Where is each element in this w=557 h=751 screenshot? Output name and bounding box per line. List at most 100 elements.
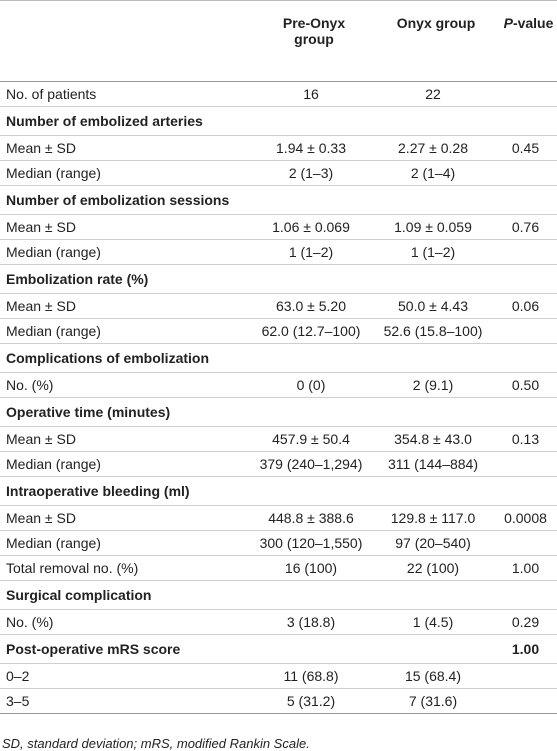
data-row: Median (range) 1 (1–2) 1 (1–2): [0, 239, 557, 265]
section-label: Embolization rate (%): [0, 264, 494, 294]
row-label: Mean ± SD: [0, 135, 250, 161]
data-table: Pre-Onyx group Onyx group P-value No. of…: [0, 0, 557, 714]
cell-value: 0.50: [494, 372, 557, 398]
cell-value: 0 (0): [250, 372, 372, 398]
footnote: SD, standard deviation; mRS, modified Ra…: [2, 736, 310, 751]
col-header: P-value: [494, 0, 557, 82]
col-header: Onyx group: [372, 0, 494, 82]
row-label: No. of patients: [0, 81, 250, 107]
section-label: Surgical complication: [0, 580, 494, 610]
section-label: Post-operative mRS score: [0, 634, 494, 664]
row-label: Median (range): [0, 530, 250, 556]
row-label: No. (%): [0, 372, 250, 398]
data-row: Mean ± SD 457.9 ± 50.4 354.8 ± 43.0 0.13: [0, 426, 557, 452]
data-row: No. (%) 0 (0) 2 (9.1) 0.50: [0, 372, 557, 398]
row-label: Total removal no. (%): [0, 555, 250, 581]
row-label: No. (%): [0, 609, 250, 635]
cell-value: 0.13: [494, 426, 557, 452]
row-label: Median (range): [0, 239, 250, 265]
cell-value: 50.0 ± 4.43: [372, 293, 494, 319]
cell-value: 1 (4.5): [372, 609, 494, 635]
row-label: 3–5: [0, 688, 250, 714]
section-row: Intraoperative bleeding (ml): [0, 476, 557, 506]
empty-cell: [494, 343, 557, 373]
cell-value: 0.06: [494, 293, 557, 319]
data-row: 3–5 5 (31.2) 7 (31.6): [0, 688, 557, 714]
row-label: Median (range): [0, 451, 250, 477]
table-body: No. of patients 16 22 Number of embolized a…: [0, 81, 557, 714]
empty-cell: [494, 239, 557, 265]
empty-cell: [494, 318, 557, 344]
cell-value: 129.8 ± 117.0: [372, 505, 494, 531]
table-header: Pre-Onyx group Onyx group P-value: [0, 0, 557, 82]
empty-cell: [494, 580, 557, 610]
section-label: Number of embolization sessions: [0, 185, 494, 215]
cell-value: 0.45: [494, 135, 557, 161]
section-label: Operative time (minutes): [0, 397, 494, 427]
row-label: 0–2: [0, 663, 250, 689]
data-row: No. of patients 16 22: [0, 81, 557, 107]
empty-cell: [494, 160, 557, 186]
data-row: Median (range) 2 (1–3) 2 (1–4): [0, 160, 557, 186]
cell-value: 448.8 ± 388.6: [250, 505, 372, 531]
section-label: Number of embolized arteries: [0, 106, 494, 136]
cell-value: 22: [372, 81, 494, 107]
cell-value: 1 (1–2): [250, 239, 372, 265]
empty-cell: [494, 451, 557, 477]
row-label: Mean ± SD: [0, 214, 250, 240]
empty-cell: [494, 397, 557, 427]
row-label: Median (range): [0, 318, 250, 344]
data-row: Median (range) 379 (240–1,294) 311 (144–88…: [0, 451, 557, 477]
cell-value: 1.94 ± 0.33: [250, 135, 372, 161]
section-row: Embolization rate (%): [0, 264, 557, 294]
data-row: Mean ± SD 1.94 ± 0.33 2.27 ± 0.28 0.45: [0, 135, 557, 161]
row-label: Mean ± SD: [0, 426, 250, 452]
data-row: Median (range) 300 (120–1,550) 97 (20–540): [0, 530, 557, 556]
section-row: Complications of embolization: [0, 343, 557, 373]
section-row: Surgical complication: [0, 580, 557, 610]
cell-value: 7 (31.6): [372, 688, 494, 714]
cell-value: 2 (1–3): [250, 160, 372, 186]
cell-value: 5 (31.2): [250, 688, 372, 714]
cell-value: 0.76: [494, 214, 557, 240]
section-row: Number of embolized arteries: [0, 106, 557, 136]
cell-value: 2 (1–4): [372, 160, 494, 186]
cell-value: 457.9 ± 50.4: [250, 426, 372, 452]
header-blank: [0, 0, 250, 82]
cell-value: 311 (144–884): [372, 451, 494, 477]
cell-value: 11 (68.8): [250, 663, 372, 689]
empty-cell: [494, 185, 557, 215]
section-row: Number of embolization sessions: [0, 185, 557, 215]
cell-value: 22 (100): [372, 555, 494, 581]
section-label: Complications of embolization: [0, 343, 494, 373]
cell-value: 3 (18.8): [250, 609, 372, 635]
pvalue-text: -value: [512, 15, 554, 31]
cell-value: 1.06 ± 0.069: [250, 214, 372, 240]
empty-cell: [494, 106, 557, 136]
empty-cell: [494, 476, 557, 506]
cell-value: 52.6 (15.8–100): [372, 318, 494, 344]
data-row: Mean ± SD 1.06 ± 0.069 1.09 ± 0.059 0.76: [0, 214, 557, 240]
pvalue-italic: P: [503, 15, 513, 31]
cell-value: 0.29: [494, 609, 557, 635]
data-row: Mean ± SD 63.0 ± 5.20 50.0 ± 4.43 0.06: [0, 293, 557, 319]
cell-value: 16 (100): [250, 555, 372, 581]
section-label: Intraoperative bleeding (ml): [0, 476, 494, 506]
data-row: Mean ± SD 448.8 ± 388.6 129.8 ± 117.0 0.000…: [0, 505, 557, 531]
cell-value: 1.00: [494, 555, 557, 581]
cell-value: 2 (9.1): [372, 372, 494, 398]
row-label: Median (range): [0, 160, 250, 186]
cell-value: 1.09 ± 0.059: [372, 214, 494, 240]
cell-value: 2.27 ± 0.28: [372, 135, 494, 161]
row-label: Mean ± SD: [0, 293, 250, 319]
cell-value: 354.8 ± 43.0: [372, 426, 494, 452]
empty-cell: [494, 688, 557, 714]
cell-value: 16: [250, 81, 372, 107]
section-row: Operative time (minutes): [0, 397, 557, 427]
empty-cell: [494, 663, 557, 689]
cell-value: 15 (68.4): [372, 663, 494, 689]
cell-value: 62.0 (12.7–100): [250, 318, 372, 344]
data-row: Median (range) 62.0 (12.7–100) 52.6 (15.8–…: [0, 318, 557, 344]
data-row: Total removal no. (%) 16 (100) 22 (100) 1.0…: [0, 555, 557, 581]
